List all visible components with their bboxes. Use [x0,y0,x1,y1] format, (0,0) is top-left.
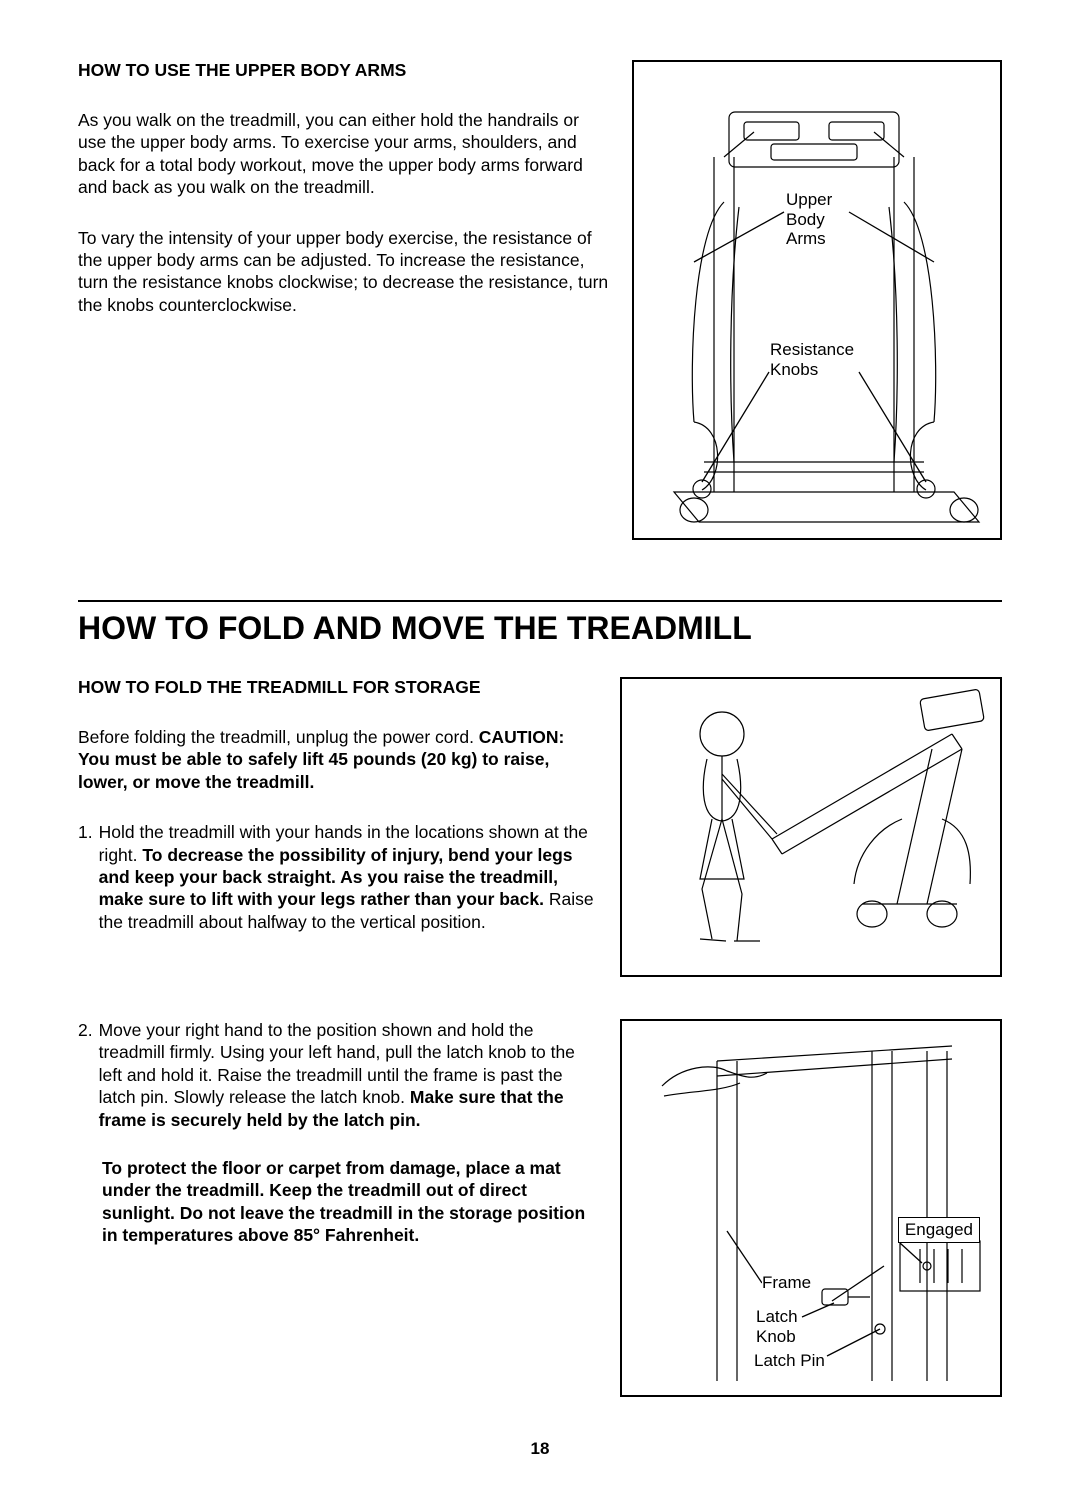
step-number: 2. [78,1019,93,1131]
step-1: 1. Hold the treadmill with your hands in… [78,821,600,933]
callout-text: Latch [756,1307,798,1326]
callout-text: Upper [786,190,832,209]
step-2: 2. Move your right hand to the position … [78,1019,600,1131]
intro-para: Before folding the treadmill, unplug the… [78,726,600,793]
callout-resistance-knobs: Resistance Knobs [770,340,854,379]
callout-text: Body [786,210,825,229]
section2-block-1: HOW TO FOLD THE TREADMILL FOR STORAGE Be… [78,677,1002,977]
section2-block-2: 2. Move your right hand to the position … [78,1019,1002,1397]
section-upper-body-arms: HOW TO USE THE UPPER BODY ARMS As you wa… [78,60,1002,540]
figure-1: Upper Body Arms Resistance Knobs [632,60,1002,540]
step-number: 1. [78,821,93,933]
storage-warning: To protect the floor or carpet from dama… [78,1157,600,1247]
callout-text: Knob [756,1327,796,1346]
heading-fold-storage: HOW TO FOLD THE TREADMILL FOR STORAGE [78,677,600,698]
text-bold: To decrease the possibility of injury, b… [99,845,573,910]
page-number: 18 [78,1439,1002,1459]
text: Before folding the treadmill, unplug the… [78,727,479,747]
figure-2 [620,677,1002,977]
section1-text: HOW TO USE THE UPPER BODY ARMS As you wa… [78,60,612,540]
section-divider [78,600,1002,602]
callout-engaged: Engaged [898,1217,980,1243]
heading-fold-move: HOW TO FOLD AND MOVE THE TREADMILL [78,610,1002,647]
callout-text: Knobs [770,360,818,379]
latch-illustration [622,1021,1004,1399]
section2-text-2: 2. Move your right hand to the position … [78,1019,600,1247]
para-2: To vary the intensity of your upper body… [78,227,612,317]
section2-text-1: HOW TO FOLD THE TREADMILL FOR STORAGE Be… [78,677,600,933]
callout-latch-pin: Latch Pin [754,1351,825,1371]
heading-upper-body: HOW TO USE THE UPPER BODY ARMS [78,60,612,81]
callout-frame: Frame [762,1273,811,1293]
callout-text: Resistance [770,340,854,359]
callout-upper-body-arms: Upper Body Arms [786,190,832,249]
step-body: Hold the treadmill with your hands in th… [99,821,600,933]
step-body: Move your right hand to the position sho… [99,1019,600,1131]
para-1: As you walk on the treadmill, you can ei… [78,109,612,199]
treadmill-arms-illustration [634,62,1004,542]
figure-3: Engaged Frame Latch Knob Latch Pin [620,1019,1002,1397]
callout-text: Arms [786,229,826,248]
person-lifting-illustration [622,679,1004,979]
callout-latch-knob: Latch Knob [756,1307,798,1346]
